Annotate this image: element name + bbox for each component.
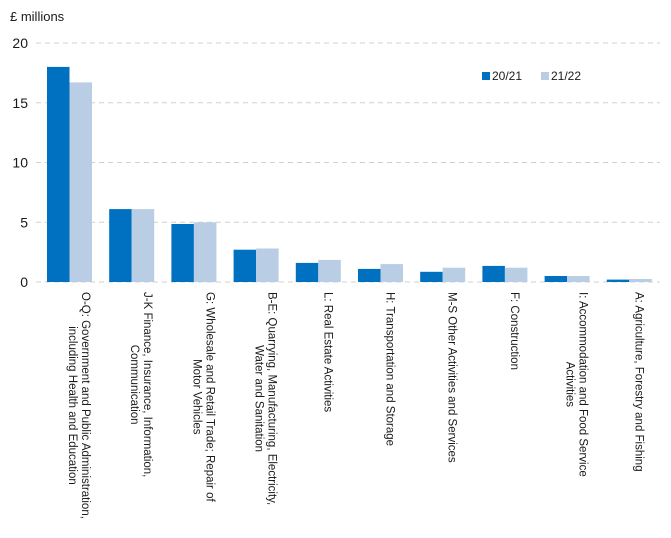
- category-label-line: B-E: Quarrying, Manufacturing, Electrici…: [266, 292, 278, 505]
- category-label-line: A: Agriculture, Forestry and Fishing: [632, 292, 644, 472]
- category-label-line: J-K Finance, Insurance, Information,: [141, 292, 153, 477]
- legend-swatch-21-22: [541, 72, 549, 80]
- bars: [47, 66, 652, 283]
- bar-21-22: [131, 209, 155, 282]
- category-label-line: L: Real Estate Activities: [321, 292, 333, 412]
- category-label: O-Q: Government and Public Administratio…: [66, 292, 91, 519]
- bar-20-21: [420, 271, 443, 282]
- bar-20-21: [295, 262, 319, 282]
- y-tick-label: 0: [20, 274, 28, 290]
- legend-label-21-22: 21/22: [551, 69, 581, 83]
- bar-20-21: [606, 279, 630, 282]
- legend: 20/21 21/22: [482, 69, 581, 83]
- category-label: J-K Finance, Insurance, Information,Comm…: [128, 292, 153, 477]
- bar-21-22: [567, 276, 590, 282]
- legend-item-21-22: 21/22: [541, 69, 581, 83]
- y-axis-unit-label: £ millions: [10, 9, 65, 24]
- y-tick-label: 15: [12, 95, 28, 111]
- bar-20-21: [171, 224, 194, 282]
- bar-21-22: [318, 259, 341, 282]
- category-label: M-S Other Activities and Services: [446, 292, 458, 463]
- legend-item-20-21: 20/21: [482, 69, 522, 83]
- bar-20-21: [109, 209, 132, 282]
- bar-21-22: [193, 222, 217, 283]
- bar-21-22: [442, 267, 466, 282]
- bar-21-22: [504, 267, 528, 282]
- category-label: L: Real Estate Activities: [321, 292, 333, 412]
- category-label-line: I: Accommodation and Food Service: [577, 292, 589, 477]
- category-label-line: including Health and Education: [66, 326, 78, 485]
- category-label-line: Motor Vehicles: [190, 359, 202, 435]
- y-tick-label: 10: [12, 155, 28, 171]
- bar-21-22: [256, 248, 279, 282]
- category-label: I: Accommodation and Food ServiceActivit…: [564, 292, 589, 477]
- category-labels: O-Q: Government and Public Administratio…: [66, 292, 644, 519]
- category-label-line: G: Wholesale and Retail Trade; Repair of: [203, 292, 215, 502]
- category-label-line: Communication: [128, 345, 140, 425]
- bar-21-22: [380, 264, 403, 282]
- category-label: F: Construction: [508, 292, 520, 370]
- y-tick-label: 20: [12, 35, 28, 51]
- bar-20-21: [47, 66, 70, 283]
- category-label: A: Agriculture, Forestry and Fishing: [632, 292, 644, 472]
- y-axis-ticks: 0 5 10 15 20: [12, 35, 28, 290]
- bar-21-22: [69, 82, 92, 283]
- bar-20-21: [544, 276, 568, 282]
- category-label: G: Wholesale and Retail Trade; Repair of…: [190, 292, 215, 502]
- category-label: B-E: Quarrying, Manufacturing, Electrici…: [253, 292, 278, 505]
- category-label-line: Water and Sanitation: [253, 345, 265, 452]
- bar-20-21: [233, 249, 257, 282]
- category-label-line: M-S Other Activities and Services: [446, 292, 458, 463]
- y-tick-label: 5: [20, 214, 28, 230]
- bar-21-22: [629, 279, 652, 282]
- category-label-line: H: Transportation and Storage: [384, 292, 396, 446]
- legend-swatch-20-21: [482, 72, 490, 80]
- legend-label-20-21: 20/21: [492, 69, 522, 83]
- category-label-line: O-Q: Government and Public Administratio…: [79, 292, 91, 519]
- category-label: H: Transportation and Storage: [384, 292, 396, 446]
- category-label-line: F: Construction: [508, 292, 520, 370]
- bar-20-21: [482, 265, 505, 282]
- bar-20-21: [358, 268, 381, 282]
- category-label-line: Activities: [564, 362, 576, 408]
